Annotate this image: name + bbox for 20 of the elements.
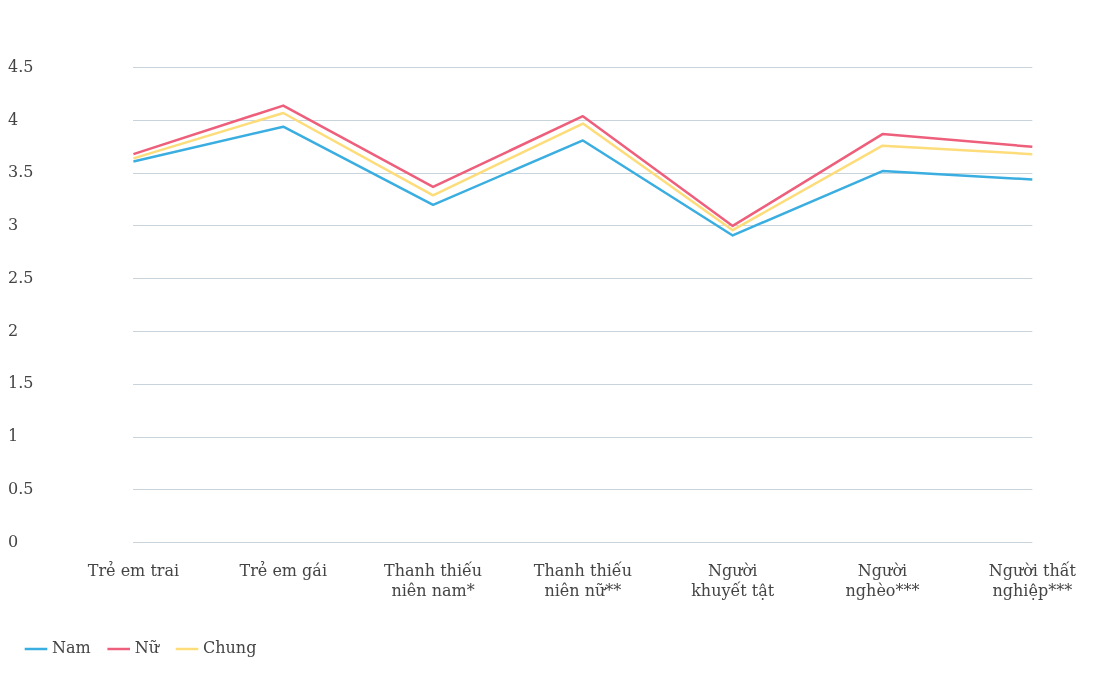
y-tick-label: 4 — [8, 109, 19, 129]
legend-label: Nam — [52, 638, 91, 658]
legend-label: Chung — [203, 638, 257, 658]
y-tick-label: 1 — [8, 426, 19, 446]
y-tick-label: 2 — [8, 320, 19, 340]
y-tick-label: 4.5 — [8, 56, 34, 76]
y-tick-label: 0 — [8, 531, 19, 551]
y-tick-label: 3.5 — [8, 162, 34, 182]
x-tick-label: Người nghèo*** — [845, 561, 920, 600]
x-tick-label: Thanh thiếu niên nam* — [383, 561, 483, 600]
y-tick-label: 3 — [8, 215, 19, 235]
y-tick-label: 1.5 — [8, 373, 34, 393]
x-tick-label: Trẻ em trai — [87, 561, 180, 581]
x-tick-label: Thanh thiếu niên nữ** — [533, 561, 632, 600]
y-tick-label: 0.5 — [8, 478, 34, 498]
y-tick-label: 2.5 — [8, 267, 34, 287]
x-tick-label: Người khuyết tật — [691, 561, 775, 600]
x-tick-label: Người thất nghiệp*** — [988, 561, 1077, 600]
legend-label: Nữ — [134, 638, 161, 658]
x-tick-label: Trẻ em gái — [239, 561, 328, 581]
